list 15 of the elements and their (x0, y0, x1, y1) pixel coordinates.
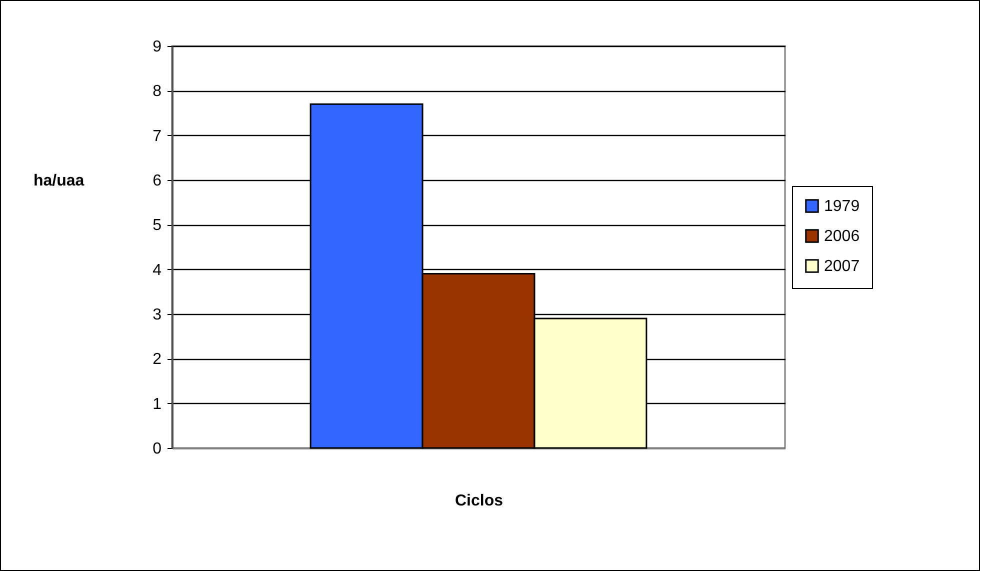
y-tick-label: 5 (152, 217, 162, 234)
y-tick-label: 6 (152, 172, 162, 190)
y-tick-label: 8 (152, 83, 162, 100)
y-tick-label: 4 (152, 262, 162, 279)
x-axis-title: Ciclos (454, 492, 504, 510)
y-axis-title: ha/uaa (34, 172, 84, 190)
y-tick-label: 3 (152, 306, 162, 324)
y-tick-label: 0 (152, 440, 162, 458)
y-tick-label: 9 (152, 38, 162, 56)
legend-label: 2006 (824, 228, 860, 245)
y-tick-label: 1 (152, 396, 162, 413)
legend-label: 1979 (824, 198, 860, 215)
y-tick-label: 7 (152, 128, 162, 145)
legend-label: 2007 (824, 258, 860, 275)
y-tick-label: 2 (152, 351, 162, 368)
